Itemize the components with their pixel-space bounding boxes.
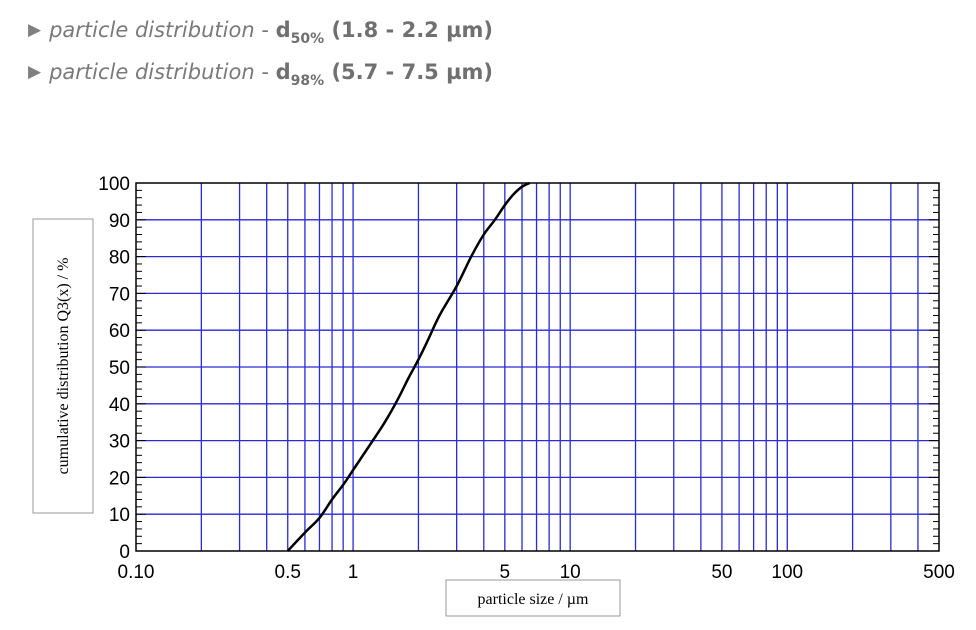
x-tick-label: 500: [923, 562, 955, 583]
spec-symbol: d: [275, 18, 291, 42]
x-tick-label: 0.10: [118, 562, 155, 583]
y-tick-label: 80: [109, 248, 130, 269]
bullet-arrow-icon: ▶: [28, 20, 42, 40]
y-tick-label: 30: [109, 432, 130, 453]
y-tick-label: 20: [109, 468, 130, 489]
x-tick-label: 1: [348, 562, 359, 583]
y-tick-label: 90: [109, 211, 130, 232]
spec-subscript: 98%: [290, 73, 325, 89]
y-axis-title: cumulative distribution Q3(x) / %: [55, 258, 72, 475]
spec-separator: -: [254, 60, 276, 84]
x-tick-label: 10: [560, 562, 581, 583]
x-tick-label: 100: [771, 562, 803, 583]
x-tick-label: 50: [711, 562, 732, 583]
y-tick-label: 0: [119, 542, 130, 563]
spec-line-d50: ▶ particle distribution - d50% (1.8 - 2.2…: [28, 18, 493, 48]
spec-symbol: d: [275, 60, 291, 84]
y-tick-label: 100: [98, 174, 130, 195]
y-tick-label: 10: [109, 505, 130, 526]
y-axis-title-box: cumulative distribution Q3(x) / %: [32, 218, 94, 514]
x-tick-label: 5: [500, 562, 511, 583]
spec-range: (5.7 - 7.5 µm): [324, 60, 494, 84]
spec-subscript: 50%: [290, 31, 325, 47]
spec-range: (1.8 - 2.2 µm): [324, 18, 494, 42]
spec-name: particle distribution: [49, 60, 255, 84]
x-axis-title-box: particle size / µm: [445, 579, 621, 617]
y-tick-label: 60: [109, 321, 130, 342]
grid-lines: [136, 183, 939, 551]
spec-name: particle distribution: [49, 18, 255, 42]
x-axis-title: particle size / µm: [478, 591, 590, 608]
x-tick-label: 0.5: [275, 562, 301, 583]
spec-separator: -: [254, 18, 276, 42]
plot-frame: [135, 182, 940, 552]
y-tick-label: 50: [109, 358, 130, 379]
bullet-arrow-icon: ▶: [28, 62, 42, 82]
y-tick-label: 40: [109, 395, 130, 416]
y-tick-label: 70: [109, 284, 130, 305]
x-tick-labels: 0.10 0.5 1 5 10 50 100 500: [118, 562, 955, 583]
minor-ticks: [136, 182, 939, 552]
spec-line-d98: ▶ particle distribution - d98% (5.7 - 7.5…: [28, 60, 493, 90]
y-tick-labels: 0 10 20 30 40 50 60 70 80 90 100: [98, 174, 130, 563]
